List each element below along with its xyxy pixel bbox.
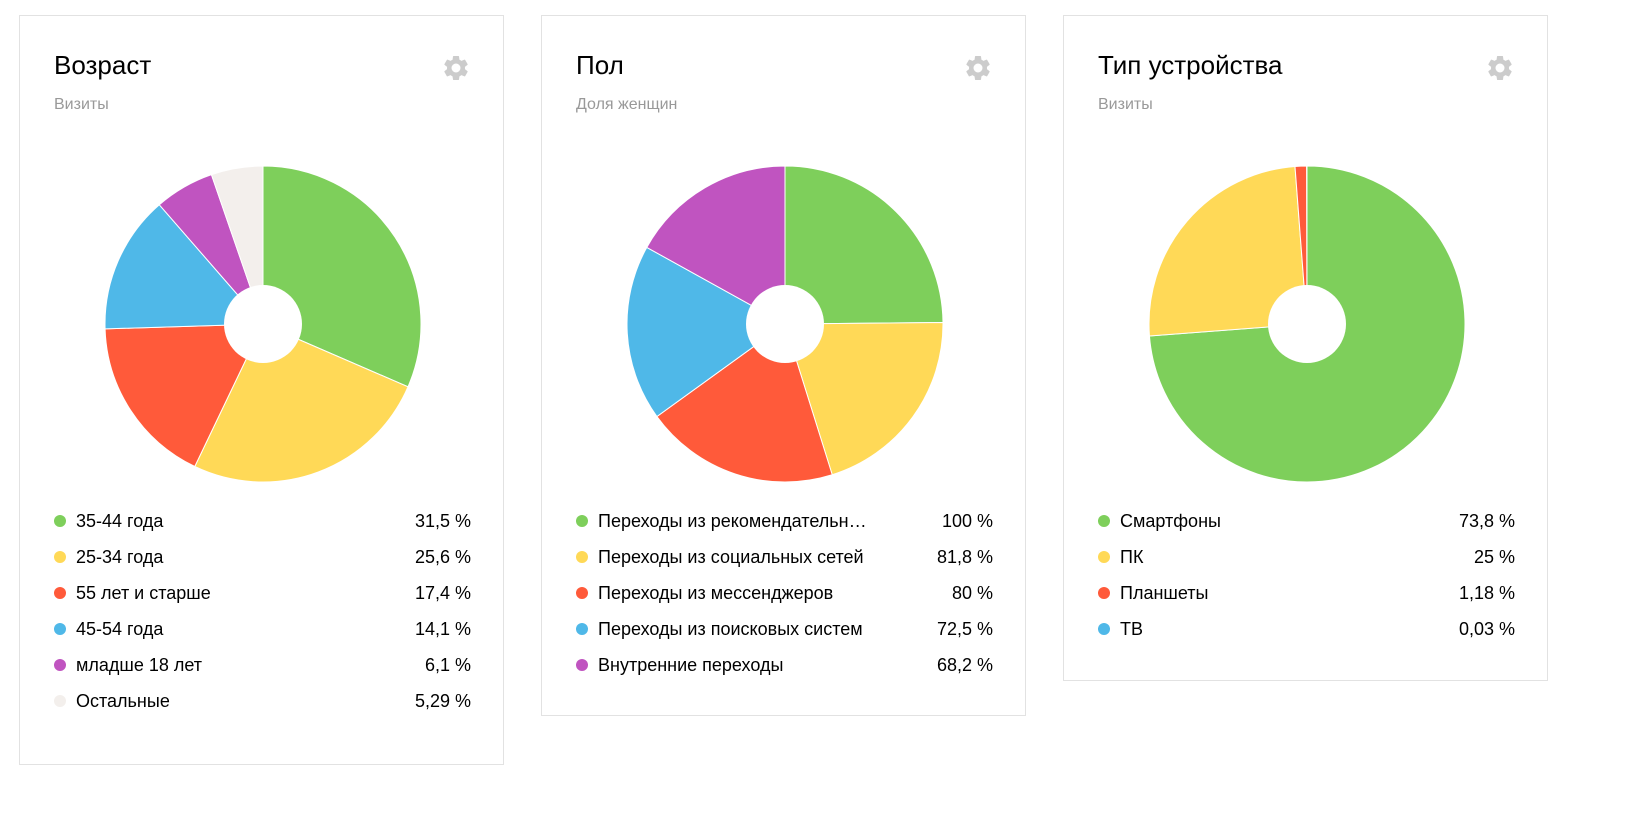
legend-label: Внутренние переходы (598, 654, 784, 675)
legend-dot-icon (54, 695, 66, 707)
legend-item[interactable]: Переходы из поисковых систем 72,5 % (576, 611, 993, 647)
gender-card: Пол Доля женщин Переходы из рекомендател… (541, 15, 1026, 716)
legend-value: 25 % (1473, 546, 1515, 567)
legend-item[interactable]: младше 18 лет 6,1 % (54, 647, 471, 683)
legend-label: 35-44 года (76, 510, 164, 531)
legend-label: 25-34 года (76, 546, 164, 567)
legend-item[interactable]: Переходы из социальных сетей 81,8 % (576, 539, 993, 575)
legend-dot-icon (54, 587, 66, 599)
pie-slice[interactable] (784, 165, 944, 325)
pie-center-hole (746, 285, 824, 363)
pie-center-hole (224, 285, 302, 363)
pie-chart (1148, 165, 1466, 483)
legend-dot-icon (54, 659, 66, 671)
legend-label: 45-54 года (76, 618, 164, 639)
gear-icon[interactable] (963, 53, 993, 83)
gear-icon[interactable] (1485, 53, 1515, 83)
legend-dot-icon (1098, 587, 1110, 599)
legend-value: 72,5 % (936, 618, 993, 639)
legend-dot-icon (1098, 515, 1110, 527)
legend: Переходы из рекомендательн… 100 % Переходы… (576, 503, 993, 683)
legend-label: младше 18 лет (76, 654, 203, 675)
legend-item[interactable]: Планшеты 1,18 % (1098, 575, 1515, 611)
legend-item[interactable]: 55 лет и старше 17,4 % (54, 575, 471, 611)
legend-dot-icon (54, 551, 66, 563)
legend-value: 73,8 % (1458, 510, 1515, 531)
card-subtitle: Визиты (1098, 96, 1153, 113)
legend-value: 68,2 % (936, 654, 993, 675)
legend-label: ТВ (1120, 618, 1144, 639)
legend-item[interactable]: ТВ 0,03 % (1098, 611, 1515, 647)
legend-item[interactable]: 25-34 года 25,6 % (54, 539, 471, 575)
legend-value: 1,18 % (1458, 582, 1515, 603)
pie-slice[interactable] (656, 323, 833, 483)
pie-chart (626, 165, 944, 483)
legend-item[interactable]: 45-54 года 14,1 % (54, 611, 471, 647)
legend: Смартфоны 73,8 % ПК 25 % Планшеты 1,18 % ТВ 0,0… (1098, 503, 1515, 647)
legend-label: Остальные (76, 690, 170, 711)
legend-value: 14,1 % (414, 618, 471, 639)
legend-dot-icon (54, 623, 66, 635)
legend-label: Переходы из рекомендательн… (598, 510, 867, 531)
legend-dot-icon (576, 587, 588, 599)
legend-value: 31,5 % (414, 510, 471, 531)
legend-dot-icon (576, 623, 588, 635)
legend-dot-icon (1098, 623, 1110, 635)
legend-item[interactable]: Переходы из рекомендательн… 100 % (576, 503, 993, 539)
legend-value: 80 % (951, 582, 993, 603)
legend-value: 100 % (941, 510, 993, 531)
card-subtitle: Доля женщин (576, 96, 678, 113)
card-title: Возраст (54, 50, 152, 80)
age-card: Возраст Визиты 35-44 года 31,5 % 25-34 год… (19, 15, 504, 765)
legend-dot-icon (1098, 551, 1110, 563)
legend-label: Переходы из поисковых систем (598, 618, 863, 639)
legend-value: 25,6 % (414, 546, 471, 567)
legend-label: Планшеты (1120, 582, 1209, 603)
legend-dot-icon (576, 515, 588, 527)
legend-item[interactable]: Остальные 5,29 % (54, 683, 471, 719)
legend-value: 6,1 % (424, 654, 471, 675)
legend-item[interactable]: Внутренние переходы 68,2 % (576, 647, 993, 683)
legend-item[interactable]: 35-44 года 31,5 % (54, 503, 471, 539)
legend-label: Переходы из социальных сетей (598, 546, 864, 567)
pie-slice[interactable] (104, 323, 264, 468)
pie-slice[interactable] (104, 204, 265, 330)
pie-slice[interactable] (1148, 165, 1308, 337)
legend-label: Смартфоны (1120, 510, 1221, 531)
pie-chart (104, 165, 422, 483)
pie-slice[interactable] (626, 246, 786, 418)
legend-label: Переходы из мессенджеров (598, 582, 834, 603)
card-title: Тип устройства (1098, 50, 1283, 80)
gear-icon[interactable] (441, 53, 471, 83)
pie-slice[interactable] (262, 165, 422, 388)
legend-dot-icon (576, 551, 588, 563)
card-subtitle: Визиты (54, 96, 109, 113)
legend-value: 0,03 % (1458, 618, 1515, 639)
legend-item[interactable]: Переходы из мессенджеров 80 % (576, 575, 993, 611)
legend-dot-icon (54, 515, 66, 527)
pie-slice[interactable] (646, 165, 786, 325)
card-title: Пол (576, 50, 624, 80)
legend-item[interactable]: Смартфоны 73,8 % (1098, 503, 1515, 539)
pie-slice[interactable] (784, 321, 944, 476)
pie-center-hole (1268, 285, 1346, 363)
pie-slice[interactable] (210, 165, 264, 325)
legend-item[interactable]: ПК 25 % (1098, 539, 1515, 575)
device-card: Тип устройства Визиты Смартфоны 73,8 % ПК 2… (1063, 15, 1548, 681)
legend-label: ПК (1120, 546, 1144, 567)
legend: 35-44 года 31,5 % 25-34 года 25,6 % 55 лет и… (54, 503, 471, 719)
legend-value: 17,4 % (414, 582, 471, 603)
legend-value: 81,8 % (936, 546, 993, 567)
legend-label: 55 лет и старше (76, 582, 211, 603)
legend-value: 5,29 % (414, 690, 471, 711)
legend-dot-icon (576, 659, 588, 671)
pie-slice[interactable] (194, 323, 409, 483)
